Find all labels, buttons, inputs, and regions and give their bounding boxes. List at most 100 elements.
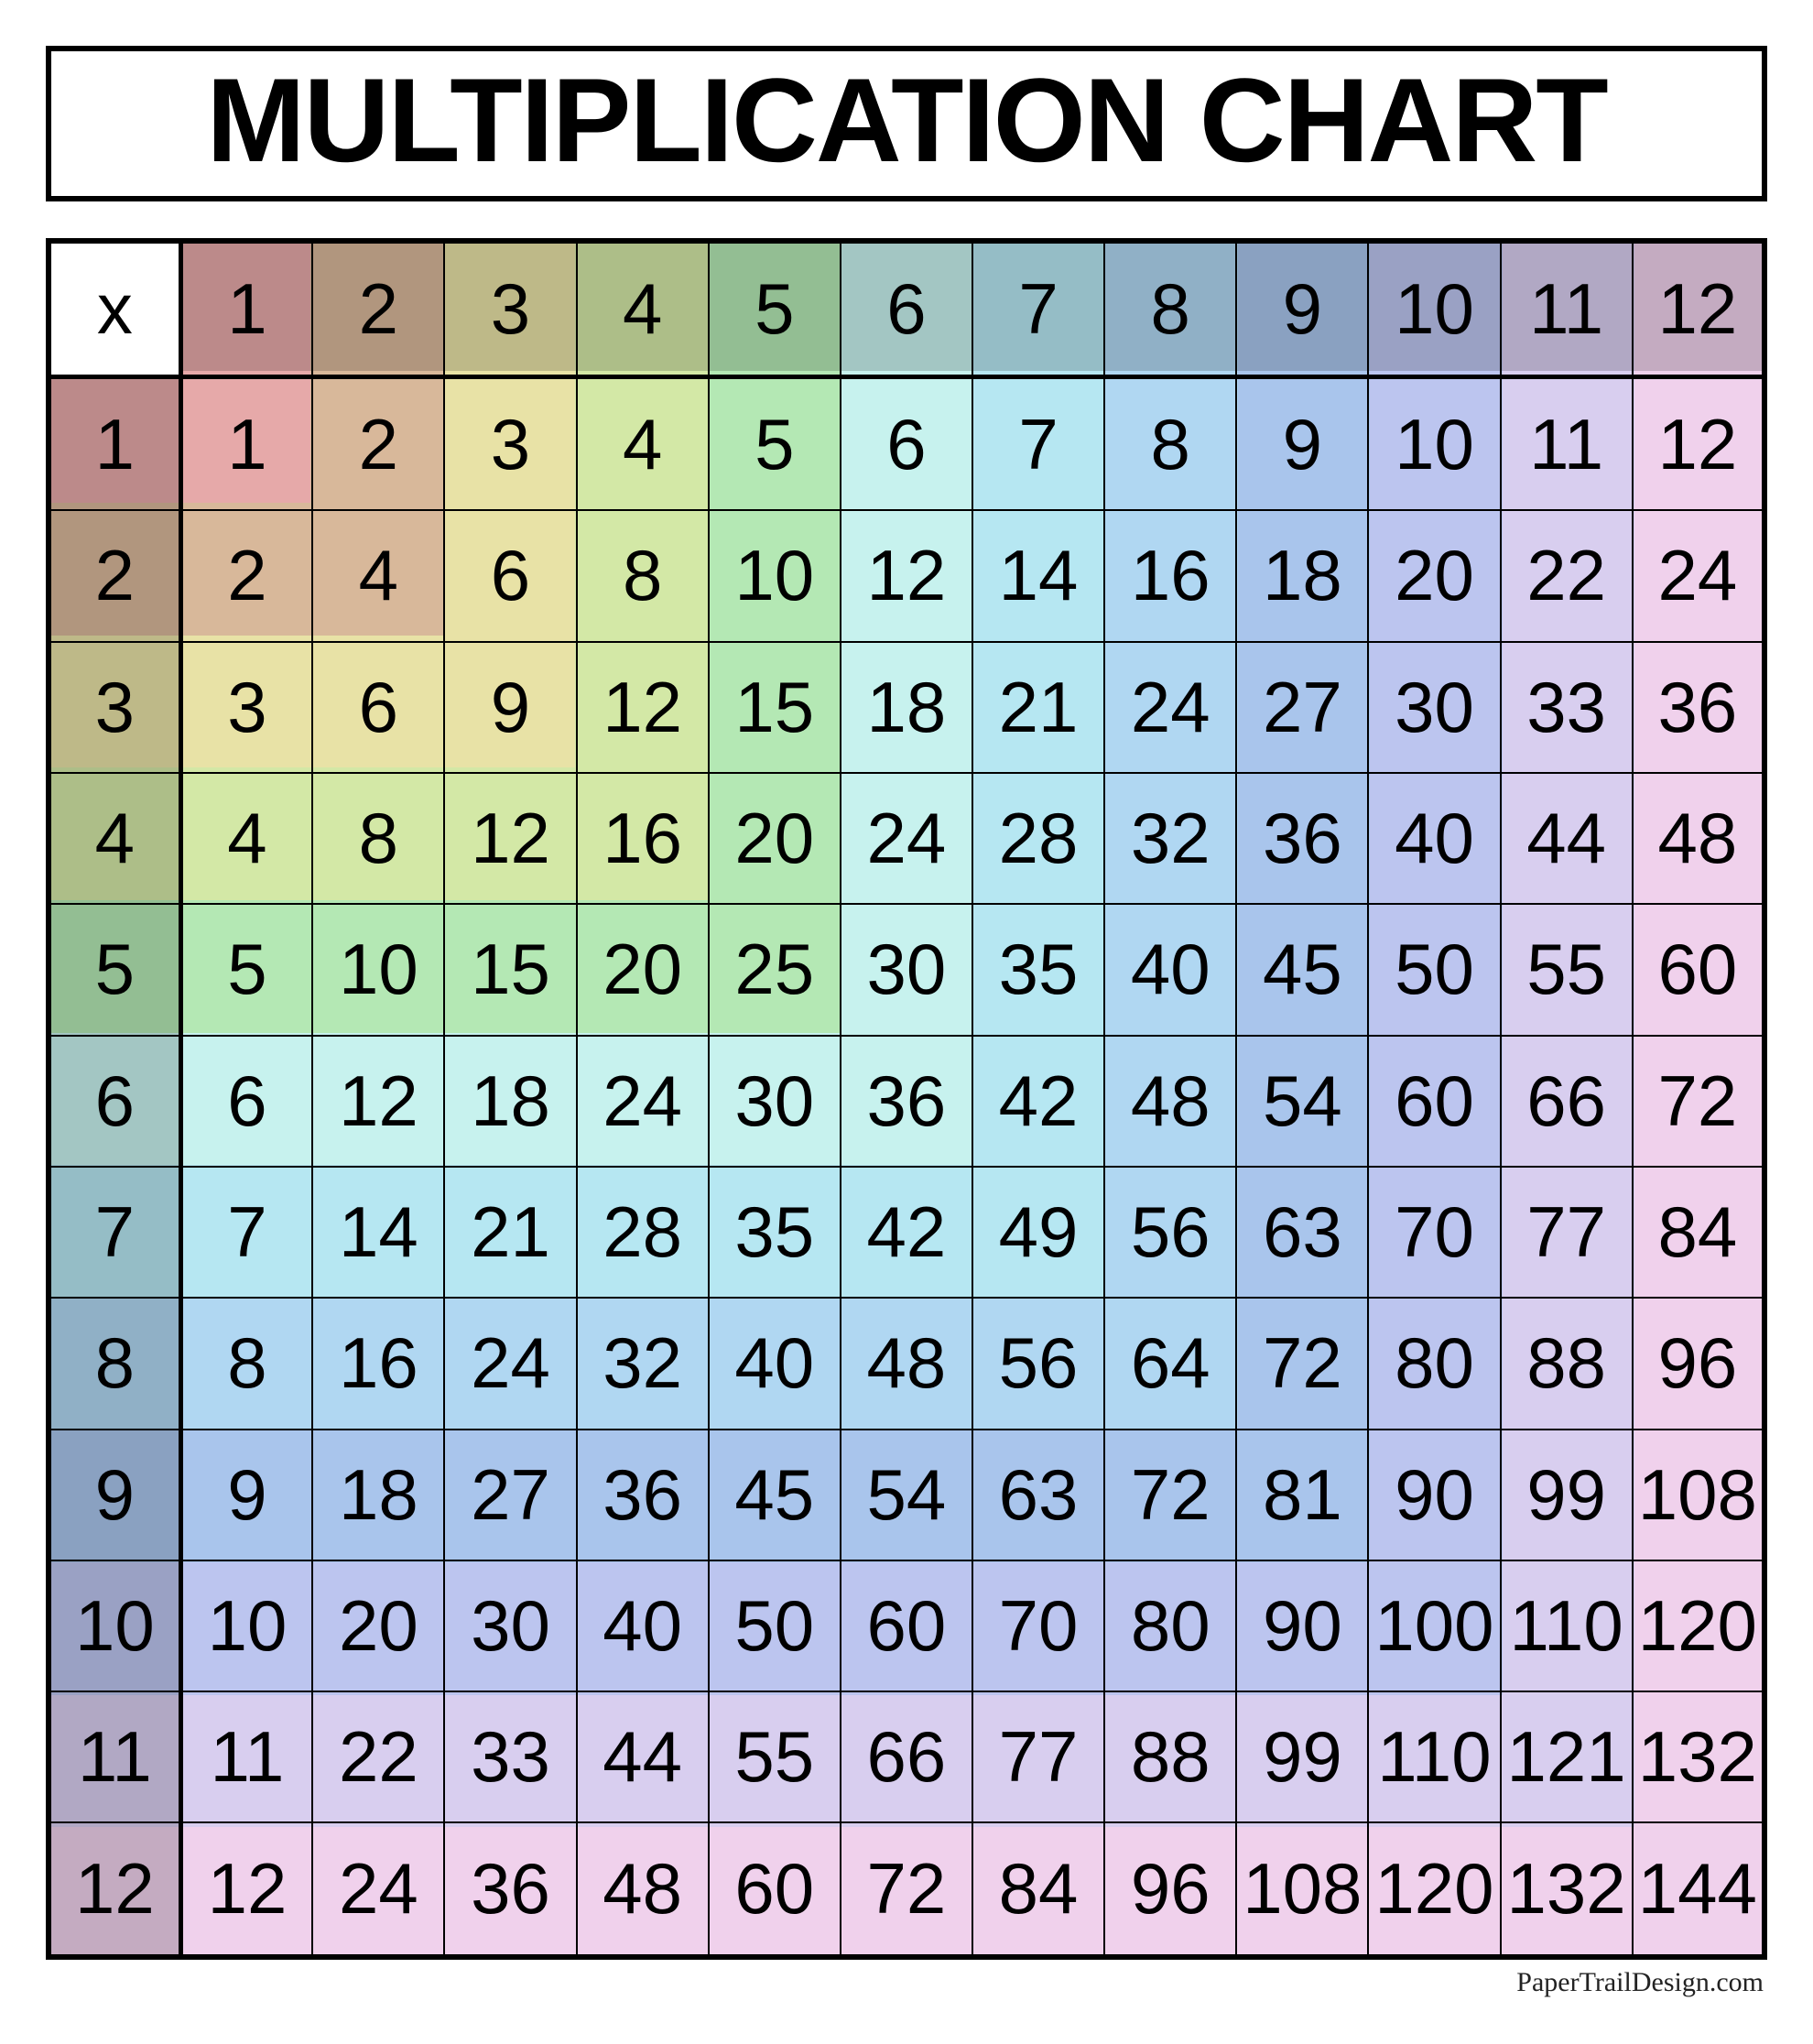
product-cell: 15 <box>444 904 576 1035</box>
product-cell: 11 <box>180 1691 312 1822</box>
product-cell: 45 <box>1236 904 1368 1035</box>
product-cell: 80 <box>1104 1560 1236 1691</box>
product-cell: 56 <box>972 1298 1104 1429</box>
product-cell: 8 <box>1104 377 1236 511</box>
product-cell: 36 <box>444 1822 576 1957</box>
product-cell: 35 <box>972 904 1104 1035</box>
product-cell: 72 <box>1633 1036 1764 1167</box>
product-cell: 121 <box>1501 1691 1633 1822</box>
product-cell: 9 <box>1236 377 1368 511</box>
product-cell: 4 <box>180 773 312 904</box>
column-header-cell: 11 <box>1501 241 1633 377</box>
column-header-cell: 10 <box>1368 241 1500 377</box>
product-cell: 21 <box>444 1167 576 1298</box>
column-header-cell: 3 <box>444 241 576 377</box>
product-cell: 24 <box>1633 510 1764 641</box>
product-cell: 54 <box>1236 1036 1368 1167</box>
product-cell: 42 <box>972 1036 1104 1167</box>
product-cell: 6 <box>444 510 576 641</box>
product-cell: 20 <box>577 904 709 1035</box>
product-cell: 28 <box>577 1167 709 1298</box>
product-cell: 16 <box>577 773 709 904</box>
multiplication-table-container: x123456789101112112345678910111222468101… <box>46 238 1767 1960</box>
product-cell: 132 <box>1501 1822 1633 1957</box>
product-cell: 72 <box>1104 1430 1236 1560</box>
product-cell: 90 <box>1368 1430 1500 1560</box>
product-cell: 108 <box>1236 1822 1368 1957</box>
product-cell: 14 <box>312 1167 444 1298</box>
product-cell: 12 <box>312 1036 444 1167</box>
row-header-cell: 12 <box>49 1822 180 1957</box>
product-cell: 70 <box>1368 1167 1500 1298</box>
product-cell: 72 <box>1236 1298 1368 1429</box>
product-cell: 88 <box>1501 1298 1633 1429</box>
product-cell: 96 <box>1633 1298 1764 1429</box>
product-cell: 81 <box>1236 1430 1368 1560</box>
product-cell: 16 <box>1104 510 1236 641</box>
column-header-cell: 12 <box>1633 241 1764 377</box>
product-cell: 16 <box>312 1298 444 1429</box>
product-cell: 36 <box>1236 773 1368 904</box>
product-cell: 18 <box>841 642 972 773</box>
product-cell: 6 <box>312 642 444 773</box>
product-cell: 99 <box>1501 1430 1633 1560</box>
product-cell: 20 <box>312 1560 444 1691</box>
product-cell: 6 <box>841 377 972 511</box>
product-cell: 132 <box>1633 1691 1764 1822</box>
product-cell: 108 <box>1633 1430 1764 1560</box>
product-cell: 11 <box>1501 377 1633 511</box>
product-cell: 30 <box>1368 642 1500 773</box>
product-cell: 20 <box>1368 510 1500 641</box>
product-cell: 77 <box>972 1691 1104 1822</box>
product-cell: 32 <box>577 1298 709 1429</box>
product-cell: 44 <box>1501 773 1633 904</box>
product-cell: 12 <box>180 1822 312 1957</box>
row-header-cell: 2 <box>49 510 180 641</box>
product-cell: 64 <box>1104 1298 1236 1429</box>
product-cell: 6 <box>180 1036 312 1167</box>
product-cell: 10 <box>312 904 444 1035</box>
product-cell: 56 <box>1104 1167 1236 1298</box>
product-cell: 36 <box>841 1036 972 1167</box>
product-cell: 96 <box>1104 1822 1236 1957</box>
product-cell: 3 <box>444 377 576 511</box>
product-cell: 12 <box>1633 377 1764 511</box>
column-header-cell: 1 <box>180 241 312 377</box>
product-cell: 5 <box>709 377 841 511</box>
product-cell: 84 <box>1633 1167 1764 1298</box>
page-title: MULTIPLICATION CHART <box>51 60 1762 179</box>
row-header-cell: 10 <box>49 1560 180 1691</box>
product-cell: 9 <box>180 1430 312 1560</box>
multiplication-table: x123456789101112112345678910111222468101… <box>46 238 1767 1960</box>
product-cell: 40 <box>1368 773 1500 904</box>
product-cell: 8 <box>577 510 709 641</box>
product-cell: 24 <box>577 1036 709 1167</box>
product-cell: 12 <box>444 773 576 904</box>
product-cell: 80 <box>1368 1298 1500 1429</box>
product-cell: 24 <box>1104 642 1236 773</box>
product-cell: 44 <box>577 1691 709 1822</box>
product-cell: 40 <box>709 1298 841 1429</box>
product-cell: 24 <box>841 773 972 904</box>
product-cell: 66 <box>841 1691 972 1822</box>
product-cell: 20 <box>709 773 841 904</box>
product-cell: 5 <box>180 904 312 1035</box>
row-header-cell: 6 <box>49 1036 180 1167</box>
product-cell: 100 <box>1368 1560 1500 1691</box>
product-cell: 110 <box>1501 1560 1633 1691</box>
product-cell: 18 <box>1236 510 1368 641</box>
product-cell: 120 <box>1368 1822 1500 1957</box>
product-cell: 49 <box>972 1167 1104 1298</box>
product-cell: 1 <box>180 377 312 511</box>
product-cell: 21 <box>972 642 1104 773</box>
product-cell: 14 <box>972 510 1104 641</box>
product-cell: 99 <box>1236 1691 1368 1822</box>
product-cell: 30 <box>841 904 972 1035</box>
product-cell: 50 <box>709 1560 841 1691</box>
product-cell: 24 <box>312 1822 444 1957</box>
product-cell: 63 <box>1236 1167 1368 1298</box>
column-header-cell: 6 <box>841 241 972 377</box>
product-cell: 42 <box>841 1167 972 1298</box>
product-cell: 33 <box>1501 642 1633 773</box>
row-header-cell: 11 <box>49 1691 180 1822</box>
